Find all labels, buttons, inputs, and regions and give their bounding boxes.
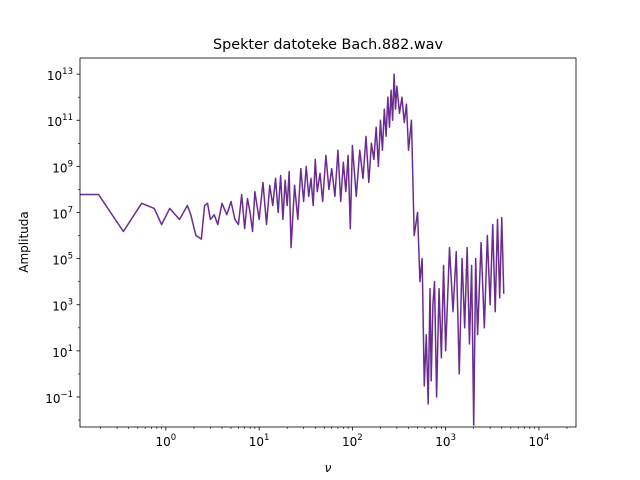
x-tick-label: 100 <box>156 433 177 449</box>
x-tick-label: 104 <box>529 433 550 449</box>
y-tick-label: 101 <box>52 344 73 360</box>
y-axis-ticks: 10−1 101 103 105 107 109 1011 1013 <box>45 67 80 421</box>
x-tick-label: 103 <box>435 433 456 449</box>
y-tick-label: 10−1 <box>45 390 73 406</box>
x-tick-label: 101 <box>249 433 270 449</box>
y-tick-label: 109 <box>52 159 73 175</box>
plot-area <box>80 73 505 426</box>
x-tick-label: 102 <box>342 433 363 449</box>
y-tick-label: 107 <box>52 205 73 221</box>
x-axis-label: ν <box>325 461 332 475</box>
y-tick-label: 103 <box>52 298 73 314</box>
chart-title: Spekter datoteke Bach.882.wav <box>213 37 444 53</box>
y-tick-label: 1011 <box>47 113 73 129</box>
y-tick-label: 105 <box>52 252 73 268</box>
y-axis-label: Amplituda <box>17 211 31 272</box>
spectrum-line <box>80 73 505 426</box>
x-axis-ticks: 100 101 102 103 104 <box>100 427 568 449</box>
y-tick-label: 1013 <box>47 67 73 83</box>
axes-frame <box>79 57 577 428</box>
